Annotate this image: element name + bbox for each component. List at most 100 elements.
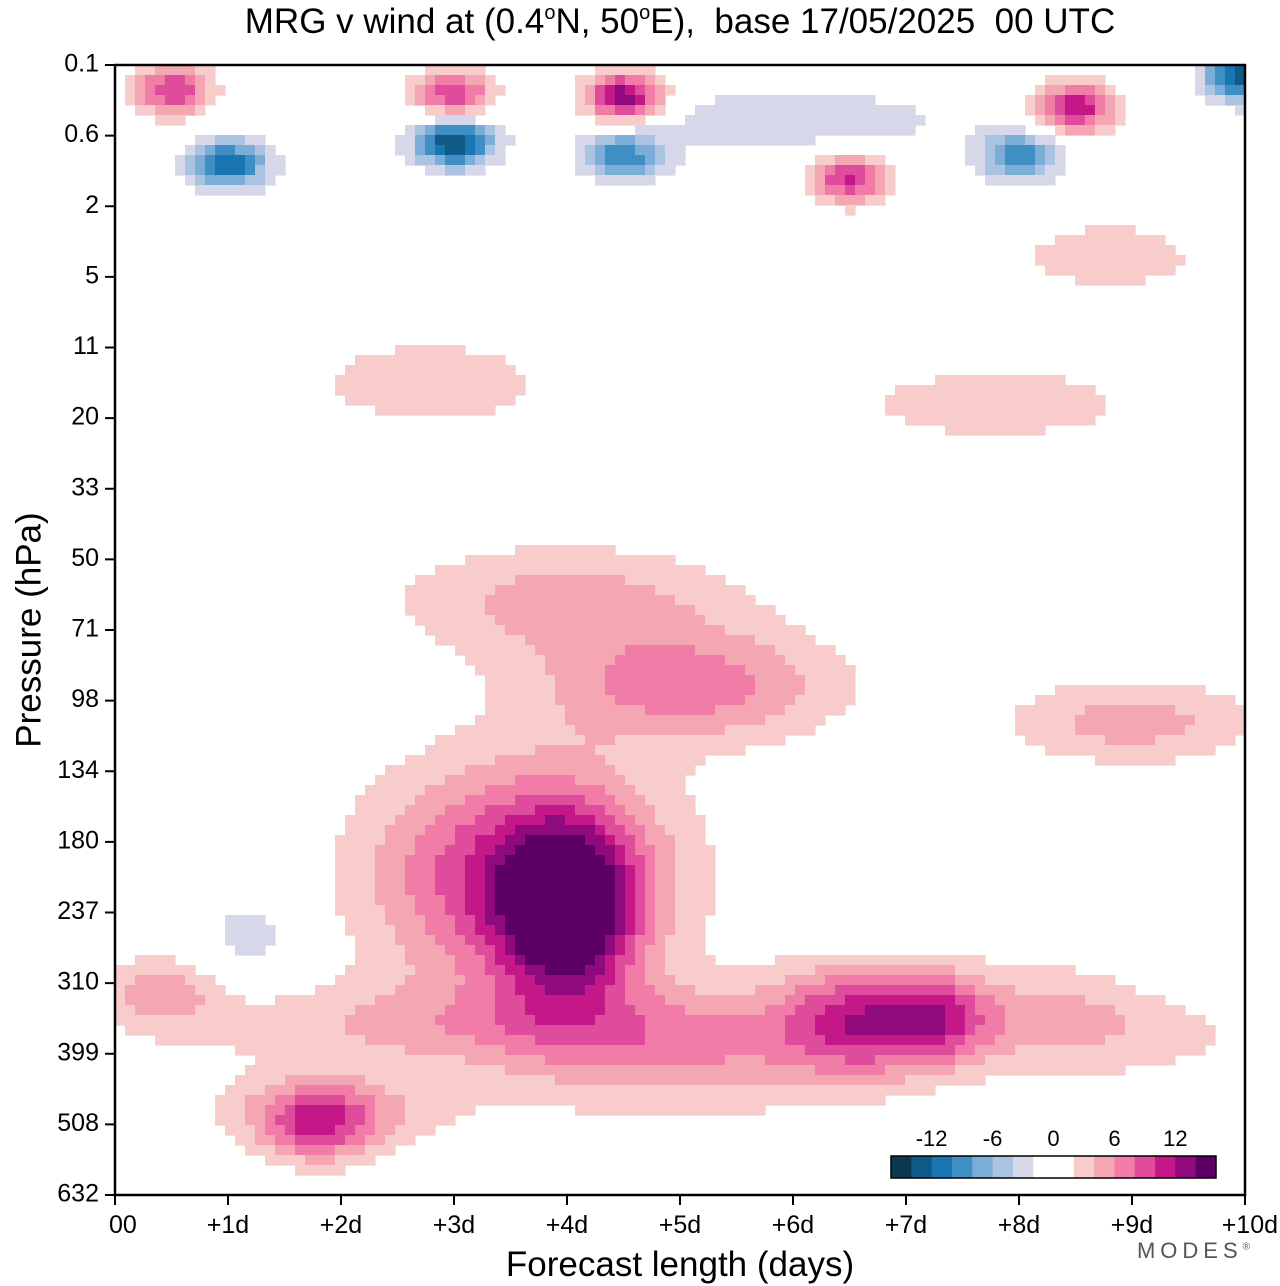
heatmap-cell	[525, 935, 536, 946]
heatmap-cell	[745, 1055, 756, 1066]
heatmap-cell	[535, 915, 546, 926]
heatmap-cell	[405, 875, 416, 886]
heatmap-cell	[665, 1035, 676, 1046]
heatmap-cell	[695, 875, 706, 886]
heatmap-cell	[985, 155, 996, 166]
heatmap-cell	[495, 995, 506, 1006]
heatmap-cell	[315, 995, 326, 1006]
heatmap-cell	[315, 1045, 326, 1056]
heatmap-cell	[785, 105, 796, 116]
heatmap-cell	[965, 1035, 976, 1046]
heatmap-cell	[355, 995, 366, 1006]
heatmap-cell	[1105, 115, 1116, 126]
heatmap-cell	[495, 875, 506, 886]
heatmap-cell	[1185, 685, 1196, 696]
heatmap-cell	[575, 935, 586, 946]
heatmap-cell	[255, 925, 266, 936]
heatmap-cell	[1065, 705, 1076, 716]
heatmap-cell	[575, 765, 586, 776]
heatmap-cell	[425, 835, 436, 846]
heatmap-cell	[625, 915, 636, 926]
heatmap-cell	[465, 135, 476, 146]
heatmap-cell	[995, 985, 1006, 996]
heatmap-cell	[535, 1085, 546, 1096]
heatmap-cell	[815, 955, 826, 966]
heatmap-cell	[995, 385, 1006, 396]
heatmap-cell	[605, 1005, 616, 1016]
heatmap-cell	[815, 1035, 826, 1046]
heatmap-cell	[615, 625, 626, 636]
heatmap-cell	[595, 155, 606, 166]
heatmap-cell	[685, 865, 696, 876]
heatmap-cell	[375, 985, 386, 996]
heatmap-cell	[695, 995, 706, 1006]
heatmap-cell	[755, 95, 766, 106]
heatmap-cell	[995, 145, 1006, 156]
heatmap-cell	[675, 785, 686, 796]
heatmap-cell	[1115, 1035, 1126, 1046]
heatmap-cell	[1195, 75, 1206, 86]
heatmap-cell	[865, 1015, 876, 1026]
heatmap-cell	[445, 735, 456, 746]
heatmap-cell	[645, 1035, 656, 1046]
heatmap-cell	[405, 405, 416, 416]
heatmap-cell	[585, 795, 596, 806]
heatmap-cell	[835, 1095, 846, 1106]
heatmap-cell	[1045, 155, 1056, 166]
heatmap-cell	[655, 1045, 666, 1056]
heatmap-cell	[745, 625, 756, 636]
heatmap-cell	[615, 135, 626, 146]
heatmap-cell	[755, 1065, 766, 1076]
colorbar-label: -6	[983, 1126, 1003, 1151]
heatmap-cell	[195, 1005, 206, 1016]
heatmap-cell	[655, 975, 666, 986]
heatmap-cell	[675, 1105, 686, 1116]
heatmap-cell	[535, 1045, 546, 1056]
heatmap-cell	[625, 955, 636, 966]
heatmap-cell	[575, 1025, 586, 1036]
heatmap-cell	[625, 945, 636, 956]
heatmap-cell	[455, 95, 466, 106]
heatmap-cell	[425, 575, 436, 586]
heatmap-cell	[565, 585, 576, 596]
heatmap-cell	[1175, 725, 1186, 736]
heatmap-cell	[1165, 755, 1176, 766]
heatmap-cell	[1005, 1005, 1016, 1016]
heatmap-cell	[665, 585, 676, 596]
heatmap-cell	[1205, 745, 1216, 756]
heatmap-cell	[595, 95, 606, 106]
heatmap-cell	[735, 665, 746, 676]
heatmap-cell	[535, 935, 546, 946]
heatmap-cell	[1185, 745, 1196, 756]
heatmap-cell	[405, 815, 416, 826]
heatmap-cell	[365, 925, 376, 936]
heatmap-cell	[1075, 725, 1086, 736]
heatmap-cell	[115, 975, 126, 986]
heatmap-cell	[355, 795, 366, 806]
heatmap-cell	[605, 945, 616, 956]
heatmap-cell	[525, 975, 536, 986]
heatmap-cell	[395, 955, 406, 966]
heatmap-cell	[685, 115, 696, 126]
heatmap-cell	[825, 1045, 836, 1056]
heatmap-cell	[445, 885, 456, 896]
heatmap-cell	[815, 995, 826, 1006]
heatmap-cell	[555, 725, 566, 736]
heatmap-cell	[1225, 65, 1236, 76]
heatmap-cell	[455, 115, 466, 126]
heatmap-cell	[595, 755, 606, 766]
heatmap-cell	[665, 625, 676, 636]
heatmap-cell	[1135, 735, 1146, 746]
heatmap-cell	[645, 965, 656, 976]
heatmap-cell	[415, 805, 426, 816]
heatmap-cell	[735, 695, 746, 706]
heatmap-cell	[565, 1015, 576, 1026]
heatmap-cell	[1165, 685, 1176, 696]
heatmap-cell	[485, 135, 496, 146]
heatmap-cell	[135, 995, 146, 1006]
heatmap-cell	[655, 855, 666, 866]
heatmap-cell	[445, 345, 456, 356]
heatmap-cell	[885, 125, 896, 136]
heatmap-cell	[745, 725, 756, 736]
heatmap-cell	[185, 165, 196, 176]
